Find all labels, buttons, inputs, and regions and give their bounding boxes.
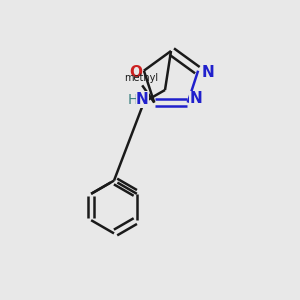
- Text: methyl: methyl: [124, 73, 158, 83]
- Text: N: N: [190, 92, 203, 106]
- Text: H: H: [128, 93, 138, 106]
- Text: N: N: [201, 65, 214, 80]
- Text: O: O: [129, 65, 142, 80]
- Text: N: N: [136, 92, 149, 107]
